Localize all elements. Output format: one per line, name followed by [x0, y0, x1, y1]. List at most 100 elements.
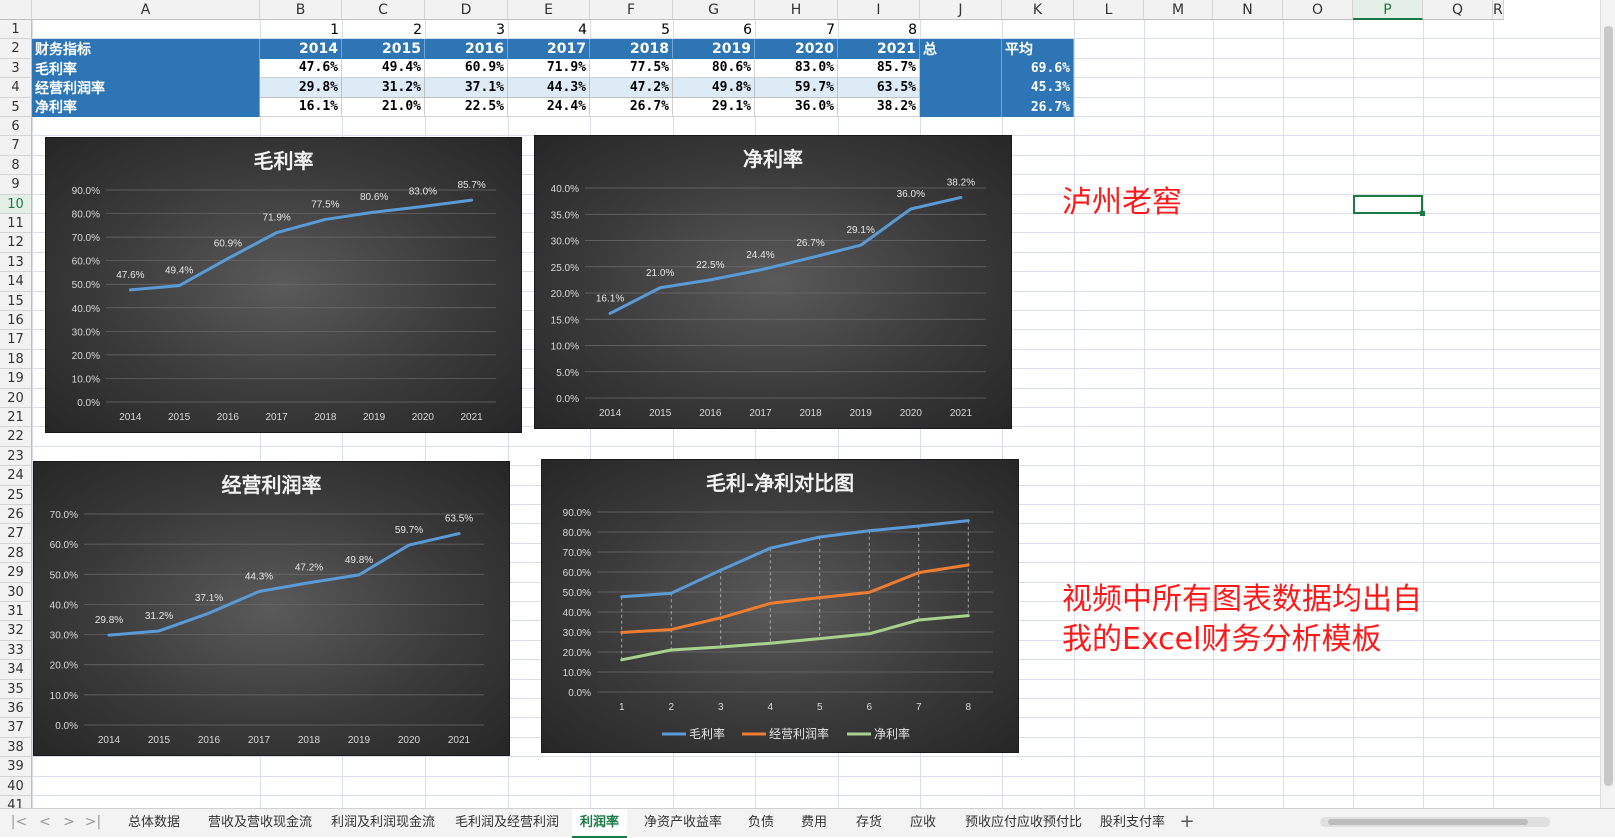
row-header[interactable]: 18	[0, 349, 32, 370]
row-header[interactable]: 19	[0, 369, 32, 389]
sheet-tab[interactable]: 净资产收益率	[644, 815, 723, 830]
index-cell[interactable]: 2	[413, 21, 422, 38]
sheet-tab[interactable]: 存货	[856, 815, 883, 830]
row-header[interactable]: 6	[0, 117, 32, 137]
row-header[interactable]: 25	[0, 485, 32, 505]
metric-value-cell[interactable]: 36.0%	[755, 97, 838, 117]
column-header[interactable]: E	[508, 0, 590, 20]
row-header[interactable]: 28	[0, 543, 32, 564]
metric-value-cell[interactable]: 29.8%	[260, 78, 342, 98]
metric-value-cell[interactable]: 16.1%	[260, 97, 342, 117]
row-header[interactable]: 21	[0, 408, 32, 428]
row-header[interactable]: 27	[0, 524, 32, 544]
metric-value-cell[interactable]: 44.3%	[508, 78, 590, 98]
column-header[interactable]: B	[260, 0, 342, 20]
column-header[interactable]: F	[590, 0, 673, 20]
row-header[interactable]: 30	[0, 582, 32, 602]
sheet-tab[interactable]: 利润及利润现金流	[331, 815, 436, 830]
row-header[interactable]: 24	[0, 466, 32, 486]
column-header[interactable]: N	[1213, 0, 1283, 20]
row-header[interactable]: 31	[0, 602, 32, 622]
column-header[interactable]: P	[1353, 0, 1423, 20]
metric-value-cell[interactable]: 49.8%	[673, 78, 755, 98]
row-header[interactable]: 4	[0, 78, 32, 98]
column-header[interactable]: G	[673, 0, 755, 20]
select-all-corner[interactable]	[0, 0, 32, 20]
column-header[interactable]: Q	[1423, 0, 1493, 20]
column-header[interactable]: D	[425, 0, 508, 20]
row-header[interactable]: 20	[0, 388, 32, 408]
row-header[interactable]: 22	[0, 427, 32, 447]
metric-value-cell[interactable]: 83.0%	[755, 58, 838, 79]
row-header[interactable]: 10	[0, 194, 32, 214]
metric-value-cell[interactable]: 47.6%	[260, 58, 342, 79]
metric-value-cell[interactable]: 63.5%	[838, 78, 920, 98]
column-header[interactable]: O	[1283, 0, 1353, 20]
sheet-tab[interactable]: 负债	[748, 815, 775, 830]
sheet-tab[interactable]: 营收及营收现金流	[208, 815, 313, 830]
metric-value-cell[interactable]: 29.1%	[673, 97, 755, 117]
average-value-cell[interactable]: 69.6%	[1002, 58, 1074, 79]
sheet-tab[interactable]: 毛利润及经营利润	[455, 815, 560, 830]
column-header[interactable]: C	[342, 0, 425, 20]
row-header[interactable]: 17	[0, 330, 32, 350]
metric-value-cell[interactable]: 80.6%	[673, 58, 755, 79]
column-header[interactable]: I	[838, 0, 920, 20]
metric-value-cell[interactable]: 31.2%	[342, 78, 425, 98]
index-cell[interactable]: 4	[578, 21, 587, 38]
row-header[interactable]: 16	[0, 311, 32, 331]
row-header[interactable]: 9	[0, 175, 32, 195]
metric-value-cell[interactable]: 60.9%	[425, 58, 508, 79]
sheet-tab[interactable]: 费用	[801, 815, 828, 830]
year-header-cell[interactable]: 2019	[673, 39, 755, 59]
metric-value-cell[interactable]: 26.7%	[590, 97, 673, 117]
selected-cell[interactable]	[1353, 194, 1425, 217]
metric-label-cell[interactable]: 毛利率	[32, 58, 260, 79]
metric-value-cell[interactable]: 77.5%	[590, 58, 673, 79]
row-header[interactable]: 23	[0, 446, 32, 467]
column-header[interactable]: L	[1074, 0, 1144, 20]
metric-value-cell[interactable]: 24.4%	[508, 97, 590, 117]
row-header[interactable]: 5	[0, 97, 32, 117]
vertical-scroll-thumb[interactable]	[1604, 26, 1613, 786]
column-header[interactable]: A	[32, 0, 260, 20]
year-header-cell[interactable]: 2016	[425, 39, 508, 59]
total-header-cell[interactable]: 总	[920, 39, 1002, 59]
year-header-cell[interactable]: 2020	[755, 39, 838, 59]
metric-value-cell[interactable]: 38.2%	[838, 97, 920, 117]
column-header[interactable]: H	[755, 0, 838, 20]
row-header[interactable]: 3	[0, 58, 32, 79]
horizontal-scrollbar[interactable]	[1320, 817, 1550, 827]
column-header[interactable]: K	[1002, 0, 1074, 20]
row-header[interactable]: 32	[0, 621, 32, 641]
sheet-tab[interactable]: 总体数据	[128, 815, 181, 830]
row-header[interactable]: 14	[0, 272, 32, 292]
index-cell[interactable]: 1	[330, 21, 339, 38]
metric-value-cell[interactable]: 49.4%	[342, 58, 425, 79]
total-cell[interactable]	[920, 78, 1002, 98]
column-header[interactable]: J	[920, 0, 1002, 20]
metric-value-cell[interactable]: 47.2%	[590, 78, 673, 98]
sheet-tab[interactable]: 股利支付率	[1100, 815, 1166, 830]
row-header[interactable]: 8	[0, 155, 32, 176]
metric-value-cell[interactable]: 22.5%	[425, 97, 508, 117]
row-header[interactable]: 35	[0, 679, 32, 699]
row-header[interactable]: 41	[0, 796, 32, 808]
last-sheet-icon[interactable]: >|	[84, 814, 102, 830]
average-value-cell[interactable]: 26.7%	[1002, 97, 1074, 117]
year-header-cell[interactable]: 2021	[838, 39, 920, 59]
average-header-cell[interactable]: 平均	[1002, 39, 1074, 59]
next-sheet-icon[interactable]: >	[63, 814, 75, 830]
horizontal-scroll-thumb[interactable]	[1328, 819, 1528, 825]
total-cell[interactable]	[920, 97, 1002, 117]
index-cell[interactable]: 8	[908, 21, 917, 38]
metric-value-cell[interactable]: 59.7%	[755, 78, 838, 98]
header-label-cell[interactable]: 财务指标	[32, 39, 260, 59]
row-header[interactable]: 26	[0, 505, 32, 525]
year-header-cell[interactable]: 2017	[508, 39, 590, 59]
metric-value-cell[interactable]: 37.1%	[425, 78, 508, 98]
metric-value-cell[interactable]: 71.9%	[508, 58, 590, 79]
row-header[interactable]: 37	[0, 718, 32, 738]
sheet-tab[interactable]: 利润率	[572, 809, 628, 838]
total-cell[interactable]	[920, 58, 1002, 79]
